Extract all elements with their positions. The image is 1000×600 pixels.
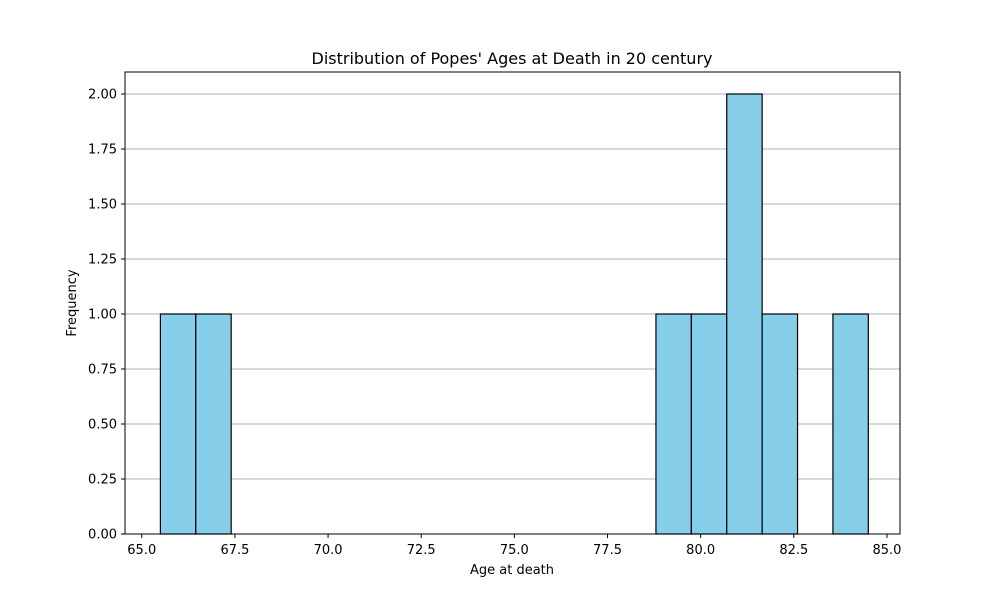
x-tick-label: 85.0 xyxy=(872,543,901,558)
x-tick-label: 65.0 xyxy=(127,543,156,558)
y-tick-label: 1.00 xyxy=(88,308,117,323)
histogram-bar xyxy=(159,313,197,535)
chart-title: Distribution of Popes' Ages at Death in … xyxy=(312,49,713,68)
histogram-bars xyxy=(159,93,869,535)
histogram-bar xyxy=(195,313,232,535)
plot-frame xyxy=(124,71,901,535)
histogram-bar xyxy=(832,313,869,535)
x-tick-label: 82.5 xyxy=(779,543,808,558)
y-tick-label: 0.75 xyxy=(88,363,117,378)
x-tick-label: 75.0 xyxy=(500,543,529,558)
y-tick-label: 0.00 xyxy=(88,528,117,543)
x-tick-label: 67.5 xyxy=(220,543,249,558)
histogram-bar xyxy=(726,93,763,535)
y-tick-label: 0.50 xyxy=(88,418,117,433)
y-tick-label: 0.25 xyxy=(88,473,117,488)
grid-lines xyxy=(125,93,900,535)
x-axis-title: Age at death xyxy=(470,563,554,578)
y-axis-ticks: 0.00 0.25 0.50 0.75 1.00 1.25 1.50 1.75 2.00 xyxy=(88,88,125,543)
x-tick-label: 72.5 xyxy=(407,543,436,558)
y-tick-label: 1.50 xyxy=(88,198,117,213)
x-tick-label: 77.5 xyxy=(593,543,622,558)
x-axis-ticks: 65.0 67.5 70.0 72.5 75.0 77.5 80.0 82.5 85.0 xyxy=(127,534,901,558)
histogram-bar xyxy=(761,313,799,535)
histogram-bar xyxy=(655,313,692,535)
x-tick-label: 70.0 xyxy=(314,543,343,558)
histogram-bar xyxy=(690,313,728,535)
y-tick-label: 1.75 xyxy=(88,143,117,158)
x-tick-label: 80.0 xyxy=(686,543,715,558)
y-tick-label: 2.00 xyxy=(88,88,117,103)
y-axis-title: Frequency xyxy=(65,269,80,336)
y-tick-label: 1.25 xyxy=(88,253,117,268)
